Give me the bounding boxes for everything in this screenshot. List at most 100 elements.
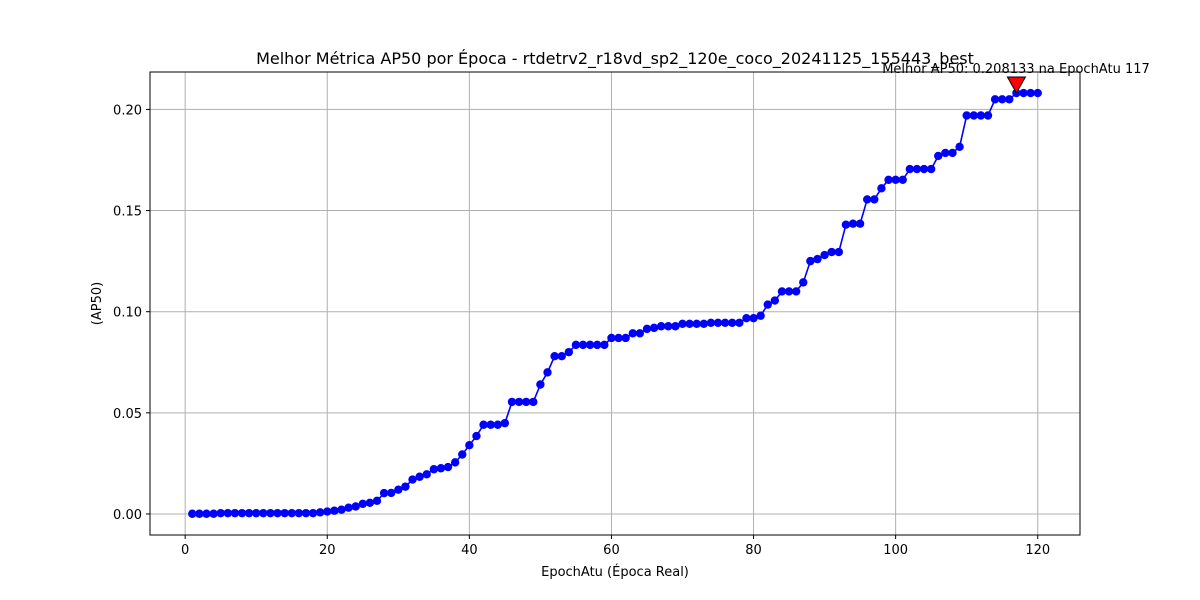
data-point [493,420,502,429]
data-point [273,508,282,518]
data-point [1033,88,1042,98]
data-point [379,488,389,498]
data-point [486,420,495,429]
data-point [742,313,751,323]
data-point [934,151,943,161]
data-point [252,508,261,518]
data-point [664,322,673,331]
y-axis-label: (AP50) [90,282,105,325]
data-point [308,508,318,518]
data-point [621,333,630,343]
data-point [841,220,851,229]
data-point [365,498,375,508]
data-point [642,324,652,334]
data-point [820,250,829,260]
data-point [607,333,616,343]
data-point [280,508,289,518]
data-point [678,319,687,329]
data-point [536,380,545,389]
data-point [1005,95,1014,104]
data-point [266,508,275,518]
data-point [358,499,367,509]
data-point [287,508,296,518]
data-point [472,431,481,441]
data-point [600,340,609,350]
data-point [330,506,339,515]
plot-frame [149,71,1081,536]
data-point [571,340,581,350]
data-point [216,508,225,518]
data-point [564,347,574,357]
data-point [685,319,694,329]
data-point [628,329,637,338]
data-point [429,465,439,474]
x-tick-label: 0 [181,543,189,558]
best-annotation: Melhor AP50: 0.208133 na EpochAtu 117 [882,62,1150,77]
data-point [870,195,879,204]
data-point [578,340,588,350]
data-point [465,440,474,450]
data-point [521,397,531,407]
data-point [877,184,886,193]
data-point [394,485,403,494]
data-point [728,318,737,328]
data-point [202,509,211,518]
data-point [408,475,417,484]
data-point [926,164,936,174]
data-point [706,318,716,328]
data-point [735,318,744,328]
x-tick-label: 80 [745,543,762,558]
y-tick-label: 0.05 [113,407,142,422]
best-marker-layer [1006,76,1027,94]
data-point [983,111,993,120]
data-point [749,313,758,323]
x-tick-label: 100 [883,543,908,558]
data-point [244,508,254,518]
data-point [529,397,538,407]
data-point [337,505,346,514]
data-point [998,95,1007,104]
series-layer [188,88,1042,518]
data-point [237,508,247,518]
data-point [649,323,659,333]
data-point [777,287,787,296]
data-point [436,464,446,473]
data-point [230,508,240,518]
data-point [195,509,204,518]
data-point [415,472,424,481]
data-point [898,175,907,185]
data-point [479,420,488,429]
data-point [791,287,801,296]
data-point [514,397,524,407]
data-point [692,319,701,329]
data-point [863,195,872,204]
data-point [656,322,666,331]
data-point [614,333,623,343]
data-point [756,311,765,320]
data-point [770,296,780,305]
x-tick-label: 60 [603,543,620,558]
data-point [458,450,467,459]
data-point [387,488,396,498]
data-point [443,462,453,472]
data-point [223,508,232,518]
data-point [1026,88,1035,98]
y-tick-label: 0.20 [113,103,142,118]
data-point [671,322,680,331]
y-tick-label: 0.15 [113,205,142,220]
data-point [905,164,915,174]
data-point [500,418,510,428]
best-marker-triangle [1006,76,1027,94]
data-point [294,508,304,518]
data-point [784,287,794,296]
data-point [848,219,858,228]
y-tick-label: 0.00 [113,508,142,523]
data-point [401,482,410,491]
data-point [557,351,566,361]
chart-title: Melhor Métrica AP50 por Época - rtdetrv2… [256,49,974,69]
data-point [976,111,986,120]
data-point [543,368,552,377]
data-point [884,175,893,185]
